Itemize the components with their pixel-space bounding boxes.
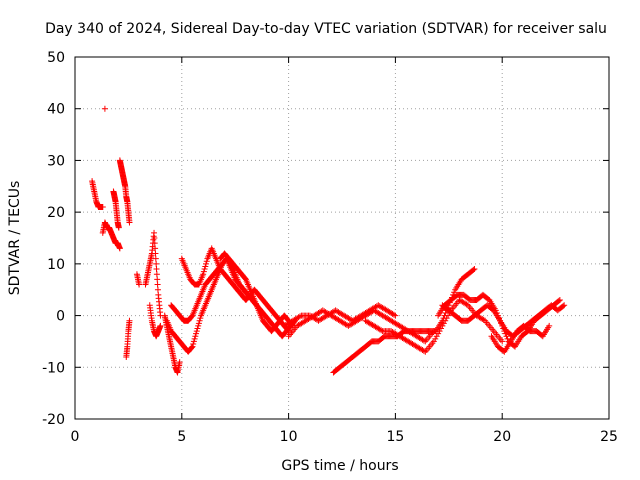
data-point (439, 322, 446, 329)
x-axis-ticks: 0 5 10 15 20 25 (71, 57, 618, 445)
data-point (200, 271, 207, 278)
data-point (136, 281, 143, 288)
data-point (154, 281, 161, 288)
data-point (188, 344, 195, 351)
data-point (556, 297, 563, 304)
data-point (433, 333, 440, 340)
y-tick-label: -10 (42, 360, 65, 376)
x-tick-label: 15 (386, 429, 404, 445)
data-point (392, 312, 399, 319)
data-point (176, 359, 183, 366)
data-point (430, 338, 437, 345)
data-point (152, 255, 159, 262)
data-point (437, 325, 444, 332)
data-point (152, 245, 159, 252)
data-point (201, 266, 208, 273)
data-point (560, 303, 567, 310)
data-point (390, 311, 397, 318)
plot-frame (74, 56, 610, 420)
data-point (442, 317, 449, 324)
data-point (445, 312, 452, 319)
chart-title: Day 340 of 2024, Sidereal Day-to-day VTE… (45, 21, 607, 37)
data-point (463, 301, 470, 308)
data-point (191, 335, 198, 342)
data-point (200, 268, 207, 275)
data-point (203, 258, 210, 265)
grid (75, 57, 609, 419)
data-point (157, 322, 164, 329)
data-point (420, 347, 427, 354)
data-point (192, 333, 199, 340)
data-point (101, 105, 108, 112)
data-point (154, 276, 161, 283)
data-point (203, 260, 210, 267)
data-point (154, 286, 161, 293)
x-tick-label: 10 (280, 429, 298, 445)
data-point (202, 263, 209, 270)
y-tick-label: 0 (56, 309, 65, 325)
data-point (435, 330, 442, 337)
y-axis-ticks: -20 -10 0 10 20 30 40 50 (42, 50, 609, 428)
data-point (151, 240, 158, 247)
data-point (480, 316, 487, 323)
data-point (188, 313, 195, 320)
data-point (152, 250, 159, 257)
data-point (196, 317, 203, 324)
data-point (153, 266, 160, 273)
data-point (546, 322, 553, 329)
data-point (503, 333, 510, 340)
data-point (436, 328, 443, 335)
data-point (555, 297, 562, 304)
data-point (190, 341, 197, 348)
data-point (471, 266, 478, 273)
y-tick-label: 10 (47, 257, 65, 273)
y-tick-label: 40 (47, 102, 65, 118)
y-tick-label: -20 (42, 412, 65, 428)
y-tick-label: 30 (47, 153, 65, 169)
data-point (189, 343, 196, 350)
data-point (499, 338, 506, 345)
data-point (116, 245, 123, 252)
data-point (451, 289, 458, 296)
data-point (440, 320, 447, 327)
data-points (89, 105, 568, 376)
data-point (193, 330, 200, 337)
data-point (420, 337, 427, 344)
data-point (195, 320, 202, 327)
data-point (126, 317, 133, 324)
y-axis-label: SDTVAR / TECUs (7, 181, 23, 296)
data-point (194, 325, 201, 332)
data-point (378, 327, 385, 334)
data-point (151, 235, 158, 241)
x-tick-label: 5 (177, 429, 186, 445)
data-point (99, 203, 106, 210)
y-tick-label: 50 (47, 50, 65, 66)
x-tick-label: 25 (600, 429, 618, 445)
x-tick-label: 0 (71, 429, 80, 445)
data-point (432, 335, 439, 342)
data-point (153, 260, 160, 267)
data-point (190, 338, 197, 345)
x-axis-label: GPS time / hours (281, 458, 398, 474)
data-point (470, 266, 477, 273)
x-tick-label: 20 (493, 429, 511, 445)
data-point (296, 313, 303, 320)
data-point (195, 322, 202, 329)
data-point (242, 275, 249, 282)
data-point (151, 229, 158, 236)
data-point (561, 302, 568, 309)
data-point (443, 315, 450, 322)
data-point (115, 224, 122, 231)
data-point (126, 219, 133, 226)
data-point (193, 328, 200, 335)
data-point (153, 271, 160, 278)
y-tick-label: 20 (47, 205, 65, 221)
data-point (504, 335, 511, 342)
data-point (197, 315, 204, 322)
